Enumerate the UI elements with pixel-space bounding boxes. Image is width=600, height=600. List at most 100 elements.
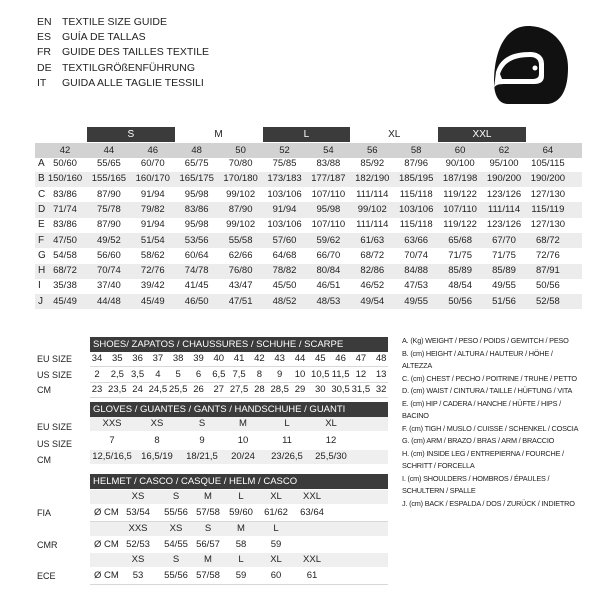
shoe-size: 48 [375,353,387,364]
size-value: 62/66 [228,249,253,261]
size-number: 54 [323,144,334,156]
size-value: 63/66 [404,234,429,246]
shoe-size: 30 [315,384,326,396]
size-value: 90/100 [445,158,475,169]
unit-label: Ø CM [94,570,119,581]
glove-size: 10 [237,434,249,446]
section-title: SHOES/ ZAPATOS / CHAUSSURES / SCHUHE / S… [93,338,344,350]
size-value: 95/98 [184,188,209,200]
guide-title: GUIDA ALLE TAGLIE TESSILI [62,76,204,89]
size-value: 85/92 [360,158,385,169]
helmet-size: M [204,491,212,502]
helmet-size: XL [270,491,282,502]
size-value: 71/74 [53,203,77,215]
shoe-size: 24 [132,384,143,396]
unit-label: Ø CM [94,538,119,550]
size-value: 46/52 [360,280,385,292]
shoe-size: 3,5 [130,368,145,380]
size-value: 155/165 [91,173,127,185]
size-value: 83/86 [184,203,209,215]
glove-size: 12 [325,434,337,446]
standard-label: CMR [37,539,58,550]
helmet-size: XXL [303,491,321,502]
section-title: HELMET / CASCO / CASQUE / HELM / CASCO [93,475,298,487]
size-value: 115/119 [531,203,565,215]
size-value: 71/75 [448,249,472,261]
row-letter: E [38,219,45,231]
guide-title: GUÍA DE TALLAS [62,31,146,44]
size-value: 39/42 [140,280,165,292]
shoe-size: 29 [294,384,306,396]
size-group: M [214,129,223,140]
row-letter: J [38,295,43,307]
size-value: 111/114 [487,203,521,215]
size-value: 107/110 [311,188,346,200]
guide-title: GUIDE DES TAILLES TEXTILE [62,46,210,59]
helmet-value: 59/60 [229,507,253,518]
size-value: 75/85 [272,158,297,169]
shoe-size: 7,5 [232,368,246,380]
guide-title: TEXTILE SIZE GUIDE [62,16,168,28]
size-value: 85/89 [448,265,472,277]
language-code: DE [37,61,52,74]
shoe-size: 6 [195,368,202,380]
legend-item: A. (Kg) WEIGHT / PESO / POIDS / GEWITCH … [402,336,569,345]
shoe-size: 40 [213,353,225,364]
shoe-size: 10 [294,368,306,380]
size-value: 82/86 [360,265,385,277]
size-number: 60 [454,144,466,156]
row-band [35,171,582,187]
size-value: 190/200 [486,173,522,185]
glove-size: XS [150,418,164,429]
size-value: 107/110 [443,203,477,215]
row-letter: I [38,280,41,292]
size-value: 47/50 [53,234,77,246]
legend-item: G. (cm) ARM / BRAZO / BRAS / ARM / BRACC… [402,436,555,445]
shoe-size: 6,5 [212,368,226,380]
size-value: 107/110 [311,219,346,231]
size-value: 50/60 [53,158,77,169]
helmet-size: L [273,522,279,534]
section-title: GLOVES / GUANTES / GANTS / HANDSCHUHE / … [93,403,346,415]
helmet-size: XXL [303,554,321,565]
glove-size: 8 [154,434,160,446]
glove-size: XL [325,418,337,429]
size-value: 46/50 [184,295,209,307]
size-number: 56 [367,144,378,156]
row-letter: A [38,158,45,169]
row-band [35,232,582,249]
shoe-size: 34 [91,353,103,364]
shoe-size: 10,5 [311,368,330,380]
shoe-size: 46 [335,353,346,364]
row-band [35,294,582,310]
helmet-size: L [238,491,244,502]
shoe-size: 27 [213,384,225,396]
size-value: 95/100 [489,158,519,169]
size-value: 46/51 [316,280,341,292]
size-value: 49/52 [97,234,121,246]
size-value: 123/126 [486,219,522,231]
helmet-size: XS [131,491,145,502]
size-value: 170/180 [223,173,258,185]
helmet-value: 60 [270,570,282,581]
size-value: 68/72 [360,249,385,261]
row-letter: D [38,203,46,215]
helmet-value: 53/54 [126,507,150,518]
size-value: 182/190 [355,173,390,185]
size-value: 87/91 [536,265,560,277]
size-value: 160/170 [135,173,170,185]
size-value: 103/106 [267,219,302,231]
size-value: 91/94 [140,188,165,200]
glove-size: 25,5/30 [315,451,347,462]
size-value: 72/76 [140,265,165,277]
row-letter: F [38,234,45,246]
helmet-value: 54/55 [164,538,188,550]
helmet-value: 61 [306,570,318,581]
size-group: S [127,129,135,140]
helmet-size: S [172,554,180,565]
size-value: 99/102 [226,219,256,231]
size-value: 70/80 [228,158,253,169]
row-label: US SIZE [37,369,73,380]
shoe-size: 30,5 [331,384,350,396]
